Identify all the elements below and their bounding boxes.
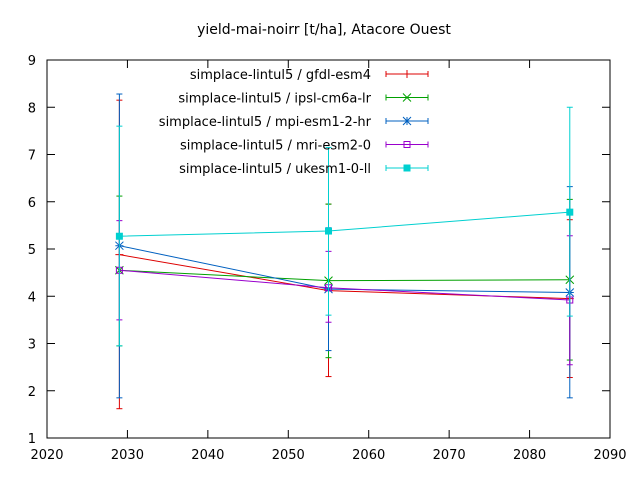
- legend-label: simplace-lintul5 / mpi-esm1-2-hr: [159, 115, 372, 130]
- y-tick-label: 6: [28, 196, 36, 211]
- x-tick-label: 2030: [111, 448, 144, 463]
- y-tick-label: 9: [28, 54, 36, 69]
- data-point: [115, 232, 123, 240]
- legend-marker: [403, 70, 411, 78]
- legend-label: simplace-lintul5 / ukesm1-0-ll: [179, 162, 371, 177]
- x-tick-label: 2090: [593, 448, 626, 463]
- axes: 2020 2030 2040 2050 2060 2070 2080 2090 1 2 3 4 5 6 7 8…: [28, 54, 627, 463]
- legend-entry-3: simplace-lintul5 / mpi-esm1-2-hr: [159, 115, 429, 130]
- y-tick-label: 5: [28, 243, 36, 258]
- y-tick-label: 7: [28, 149, 36, 164]
- data-point: [325, 227, 332, 235]
- x-tick-label: 2040: [191, 448, 224, 463]
- legend-label: simplace-lintul5 / ipsl-cm6a-lr: [178, 92, 371, 107]
- series-line: [119, 269, 570, 301]
- y-tick-label: 2: [28, 385, 36, 400]
- y-tick-label: 3: [28, 338, 36, 353]
- plot-frame: [46, 59, 611, 439]
- series-4: [115, 220, 574, 366]
- y-tick-label: 4: [28, 290, 36, 305]
- legend-label: simplace-lintul5 / mri-esm2-0: [180, 139, 371, 154]
- x-tick-label: 2070: [433, 448, 466, 463]
- series-2: [115, 195, 575, 361]
- legend-entry-4: simplace-lintul5 / mri-esm2-0: [180, 139, 429, 154]
- legend-marker: [403, 164, 411, 172]
- y-tick-label: 1: [28, 432, 36, 447]
- x-tick-label: 2080: [513, 448, 546, 463]
- x-tick-label: 2020: [30, 448, 63, 463]
- series-line: [119, 211, 570, 237]
- legend-marker: [402, 93, 412, 102]
- series-line: [119, 245, 570, 293]
- x-tick-label: 2050: [272, 448, 305, 463]
- data-point: [566, 208, 574, 216]
- legend: simplace-lintul5 / gfdl-esm4 simplace-lin…: [159, 68, 429, 177]
- legend-entry-2: simplace-lintul5 / ipsl-cm6a-lr: [178, 92, 429, 107]
- legend-label: simplace-lintul5 / gfdl-esm4: [190, 68, 371, 83]
- chart-title: yield-mai-noirr [t/ha], Atacore Ouest: [197, 22, 451, 38]
- x-tick-label: 2060: [352, 448, 385, 463]
- series-5: [115, 106, 574, 347]
- y-tick-label: 8: [28, 101, 36, 116]
- legend-entry-1: simplace-lintul5 / gfdl-esm4: [190, 68, 429, 83]
- legend-marker: [403, 141, 411, 148]
- legend-entry-5: simplace-lintul5 / ukesm1-0-ll: [179, 162, 429, 177]
- legend-marker: [402, 116, 412, 126]
- plot-series: [115, 93, 575, 410]
